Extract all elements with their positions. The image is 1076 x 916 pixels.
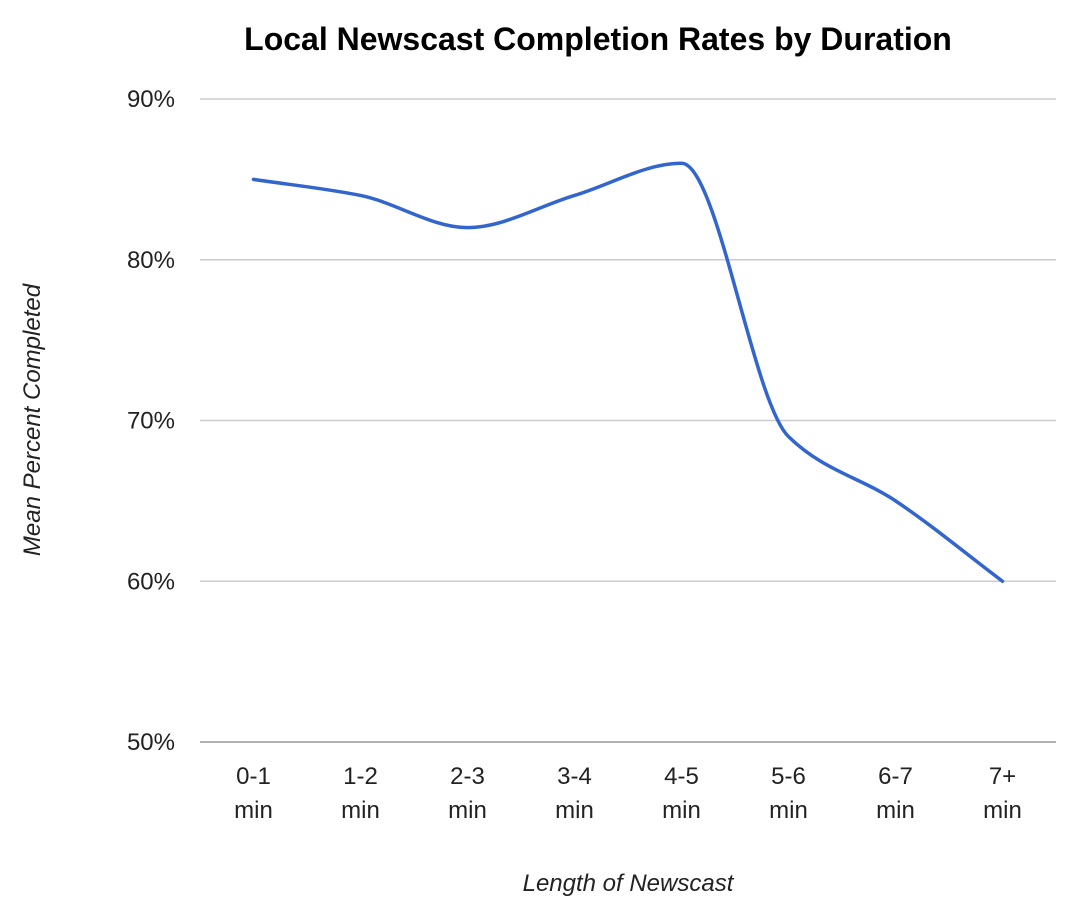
- series-line: [251, 161, 1005, 583]
- data-point: [466, 226, 470, 230]
- data-point: [894, 499, 898, 503]
- data-point: [252, 177, 256, 181]
- y-axis-title: Mean Percent Completed: [19, 283, 46, 556]
- data-point: [573, 193, 577, 197]
- y-axis-ticks: 50% 60% 70% 80% 90%: [127, 86, 175, 756]
- gridlines: [200, 98, 1056, 743]
- data-point: [1001, 579, 1005, 583]
- y-tick-label: 50%: [127, 729, 175, 756]
- x-tick-label: 1-2 min: [341, 763, 380, 824]
- x-tick-label: 7+ min: [983, 763, 1022, 824]
- x-tick-label: 2-3 min: [448, 763, 487, 824]
- data-point: [680, 161, 684, 165]
- chart-title: Local Newscast Completion Rates by Durat…: [244, 21, 952, 57]
- x-tick-label: 0-1 min: [234, 763, 273, 824]
- y-tick-label: 70%: [127, 408, 175, 435]
- x-tick-label: 4-5 min: [662, 763, 701, 824]
- x-tick-label: 6-7 min: [876, 763, 915, 824]
- x-tick-label: 3-4 min: [555, 763, 594, 824]
- y-tick-label: 60%: [127, 568, 175, 595]
- x-axis-title: Length of Newscast: [523, 870, 735, 897]
- x-tick-label: 5-6 min: [769, 763, 808, 824]
- y-tick-label: 80%: [127, 247, 175, 274]
- series: [251, 161, 1005, 583]
- x-axis-ticks: 0-1 min 1-2 min 2-3 min 3-4 min 4-5 min 5-6 min 6-7 m…: [234, 763, 1022, 824]
- y-tick-label: 90%: [127, 86, 175, 113]
- data-point: [787, 435, 791, 439]
- data-point: [359, 193, 363, 197]
